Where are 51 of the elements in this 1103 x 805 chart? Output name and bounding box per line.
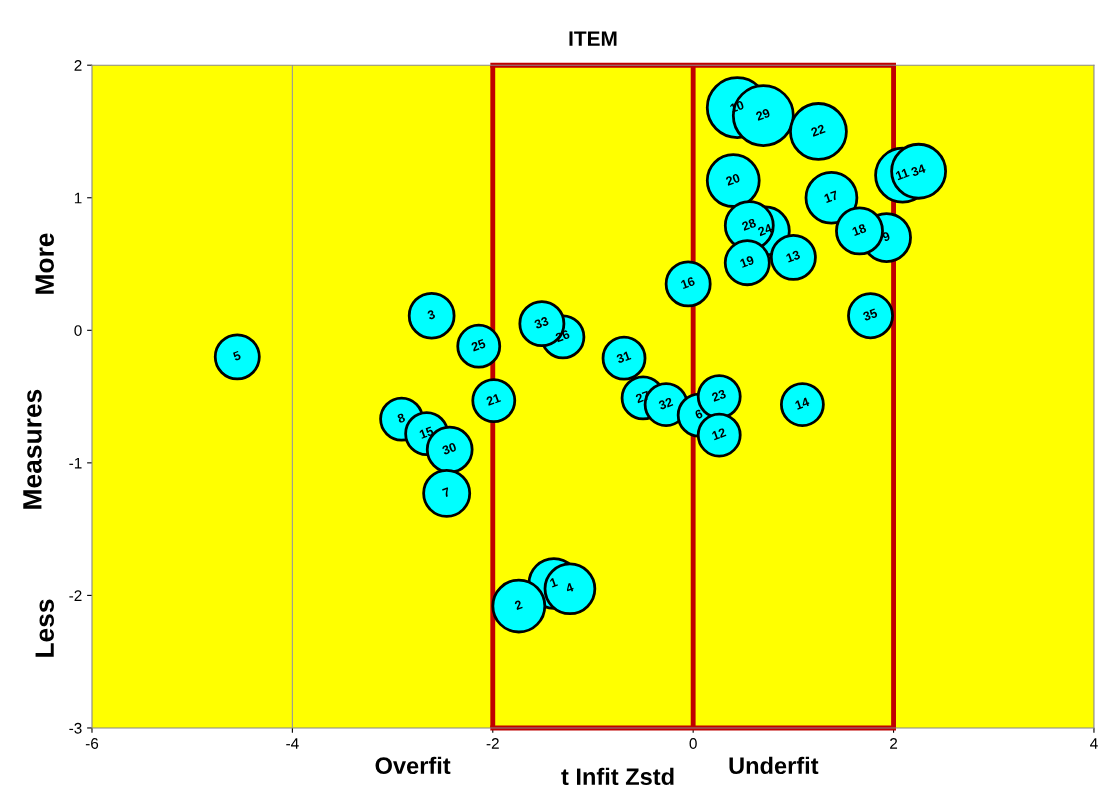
annotation: 30 [441,442,457,456]
annotation: 17 [823,190,839,203]
x-tick-label: 2 [890,738,898,749]
annotation: 13 [785,250,801,263]
annotation: 8 [396,412,406,424]
annotation: 33 [533,316,550,330]
y-tick-label: -1 [69,457,82,469]
annotation: 5 [232,350,242,362]
y-tick-label: -2 [69,590,82,601]
annotation: 6 [694,408,704,420]
annotation: 35 [862,308,878,322]
x-tick-label: -6 [85,738,99,749]
y-tick-label: -3 [69,722,82,734]
annotation: 25 [470,338,487,352]
y-tick-label: 1 [74,192,82,204]
annotation: 34 [910,163,927,177]
annotation: 18 [851,223,867,237]
annotation: 23 [711,389,727,402]
chart-title: ITEM [569,31,617,46]
annotation: 16 [680,276,696,290]
x-tick-label: -4 [286,738,299,749]
annotation: 1 [549,577,558,588]
annotation: 22 [810,124,826,137]
annotation: 19 [739,255,755,268]
annotation: 29 [755,108,771,121]
x-tick-label: -2 [486,738,499,749]
annotation: 3 [426,309,436,320]
annotation: 20 [725,173,741,186]
annotation: 32 [657,397,674,410]
annotation: 15 [419,426,434,439]
y-axis-title: Measures [23,389,42,509]
annotation: 9 [881,231,891,242]
x-axis-title: t Infit Zstd [561,767,674,786]
text: Overfit [375,756,451,775]
annotation: 4 [565,582,575,593]
annotation: 24 [757,223,773,237]
text: More [35,233,54,294]
x-tick-label: 4 [1090,738,1098,749]
annotation: 11 [895,168,910,181]
y-tick-label: 0 [74,325,82,336]
annotation: 7 [442,487,451,498]
annotation: 21 [485,393,502,406]
y-tick-label: 2 [74,60,82,71]
annotation: 31 [615,350,632,364]
x-tick-label: 0 [689,738,697,749]
annotation: 2 [514,599,523,611]
annotation: 28 [741,218,757,231]
annotation: 12 [711,427,727,441]
text: Less [35,599,54,657]
annotation: 14 [794,397,810,410]
text: Underfit [729,756,819,775]
